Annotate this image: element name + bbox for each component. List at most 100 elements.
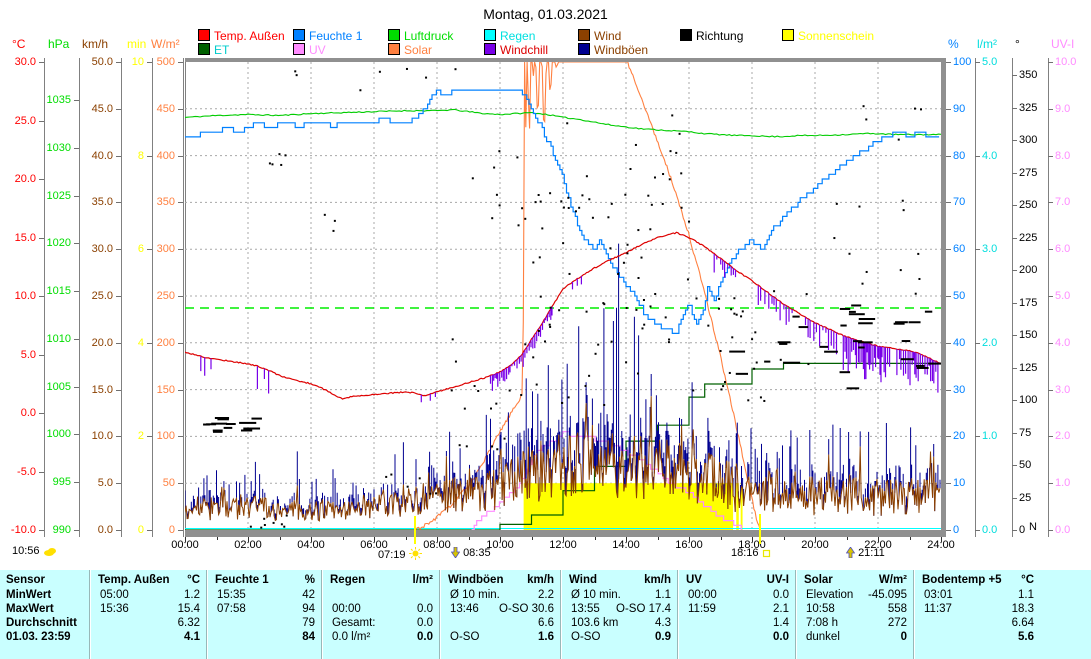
table-cell-value: 4.1: [184, 631, 200, 643]
x-axis-tickmark: [563, 537, 564, 542]
axis-tick-pct: 70: [953, 196, 966, 209]
x-axis-tickmark: [216, 537, 218, 540]
series-richtung-dot: [833, 237, 836, 240]
table-cell-value: 1.1: [655, 589, 671, 601]
axis-tickmark-kmh: [116, 530, 121, 531]
table-cell-value: 0: [900, 631, 907, 643]
series-richtung-dot: [280, 163, 283, 166]
series-richtung-dot: [637, 229, 640, 232]
series-richtung-dot: [280, 523, 283, 526]
axis-tick-wm2: 300: [156, 243, 175, 256]
series-richtung-dot: [549, 192, 552, 195]
table-group-name: Windböen: [448, 574, 504, 586]
table-group-solar: Solar W/m² Elevation -45.095 10:58 558 7:08 h 2…: [795, 570, 914, 659]
axis-tickmark-kmh: [116, 389, 121, 391]
axis-tickmark-kmh: [116, 108, 121, 110]
axis-tickmark-deg: [1012, 302, 1017, 304]
axis-line-deg: [1012, 58, 1013, 537]
table-cell-label: 00:00: [332, 603, 361, 615]
legend-label-windchill: Windchill: [500, 43, 549, 57]
series-richtung-dot: [629, 167, 632, 170]
table-cell-value: 0.0: [773, 631, 789, 643]
axis-tick-wm2: 250: [156, 290, 175, 302]
series-richtung-dot: [584, 384, 587, 387]
axis-tick-uvi: 2.0: [1055, 430, 1071, 443]
axis-header-deg: °: [1015, 37, 1020, 51]
series-richtung-dot: [858, 205, 861, 208]
table-group-unit: °C: [1021, 574, 1034, 586]
table-row-label: 01.03. 23:59: [6, 631, 71, 643]
table-cell-value: O-SO 17.4: [616, 603, 671, 615]
axis-tick-wm2: 350: [156, 196, 175, 209]
axis-tick-wm2: 450: [156, 102, 175, 115]
series-richtung-dot: [539, 295, 542, 298]
x-axis-label: 02:00: [234, 539, 262, 551]
sunrise-marker: 07:19: [378, 547, 422, 561]
axis-tick-kmh: 25.0: [91, 290, 113, 302]
table-cell-label: Elevation: [806, 589, 854, 601]
series-richtung-seg: [824, 350, 838, 353]
series-richtung-dot: [807, 363, 810, 366]
series-richtung-dot: [662, 173, 665, 176]
series-richtung-seg: [848, 310, 856, 313]
series-richtung-seg: [223, 426, 233, 429]
stats-table: Sensor MinWert MaxWert Durchschnitt 01.03. 2…: [0, 568, 1091, 659]
x-axis-tickmark: [657, 537, 659, 540]
series-richtung-dot: [719, 349, 722, 352]
axis-tickmark-uvi: [1048, 436, 1053, 438]
x-axis-label: 08:00: [423, 539, 451, 551]
axis-tickmark-deg: [1012, 237, 1017, 239]
axis-tick-pct: 100: [953, 56, 972, 68]
series-richtung-dot: [707, 324, 710, 327]
x-axis-tickmark: [752, 537, 753, 542]
axis-tickmark-pct: [946, 530, 951, 531]
series-richtung-dot: [359, 89, 362, 92]
series-richtung-dot: [865, 118, 868, 121]
sun-cloud-icon: [43, 548, 56, 556]
series-richtung-seg: [895, 321, 908, 324]
axis-tick-uvi: 1.0: [1055, 477, 1071, 490]
axis-tickmark-hpa: [74, 338, 79, 340]
axis-tickmark-wm2: [178, 249, 183, 251]
series-richtung-dot: [755, 361, 758, 364]
x-axis-tickmark: [878, 537, 879, 542]
table-row-label: Sensor: [6, 574, 45, 586]
axis-tickmark-kmh: [116, 436, 121, 438]
axis-tickmark-kmh: [116, 62, 121, 63]
axis-tick-min: 2: [137, 430, 144, 443]
axis-tick-uvi: 10.0: [1055, 56, 1077, 68]
x-axis-tickmark: [437, 537, 438, 542]
series-richtung-dot: [263, 523, 266, 526]
table-cell-value: 84: [302, 631, 315, 643]
x-axis-label: 14:00: [612, 539, 640, 551]
series-richtung-dot: [333, 219, 336, 222]
series-richtung-dot: [668, 338, 671, 341]
axis-tick-kmh: 40.0: [91, 149, 113, 162]
series-richtung-dot: [591, 216, 594, 219]
axis-tick-kmh: 30.0: [91, 243, 113, 256]
series-richtung-seg: [729, 350, 746, 353]
x-axis-tickmark: [531, 537, 533, 540]
series-richtung-dot: [805, 293, 808, 296]
table-cell-label: 7:08 h: [806, 617, 838, 629]
axis-tickmark-min: [147, 249, 152, 251]
table-row-label: MinWert: [6, 589, 52, 601]
table-cell-label: Gesamt:: [332, 617, 376, 629]
legend-item-temp: Temp. Außen: [198, 29, 285, 43]
axis-tick-temp: 30.0: [14, 56, 36, 68]
x-axis-tickmark: [626, 537, 627, 542]
sunset-marker: 18:16: [731, 547, 771, 559]
axis-tick-hpa: 995: [52, 476, 71, 489]
axis-header-temp: °C: [12, 37, 26, 51]
axis-tick-temp: 15.0: [14, 231, 36, 244]
table-group-feuchte-1: Feuchte 1% 15:35 42 07:58 94 79 84: [206, 570, 322, 659]
axis-header-min: min: [127, 37, 147, 51]
axis-header-lm2: l/m²: [977, 37, 997, 51]
legend-label-et: ET: [214, 43, 230, 57]
axis-tickmark-deg: [1012, 432, 1017, 434]
axis-tick-deg: 325: [1019, 101, 1038, 114]
axis-tick-deg: 25: [1019, 491, 1032, 504]
axis-tickmark-min: [147, 342, 152, 344]
richtung-swatch-icon: [680, 29, 692, 41]
series-richtung-dot: [641, 327, 644, 330]
